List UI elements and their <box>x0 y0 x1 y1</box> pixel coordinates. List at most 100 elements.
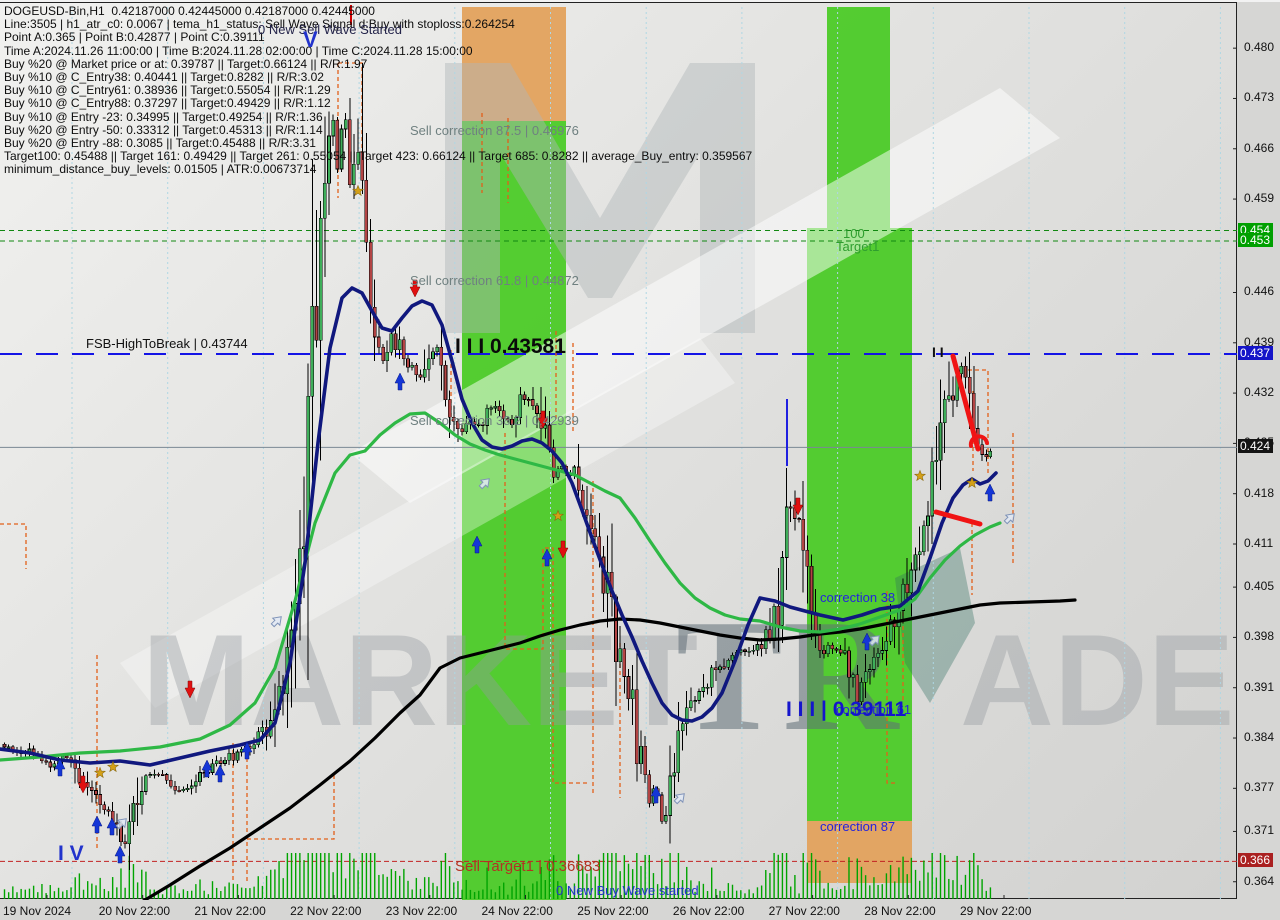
candle-body <box>926 515 930 527</box>
candle-body <box>726 660 731 668</box>
candle-body <box>589 515 593 530</box>
candle-body <box>788 506 793 509</box>
watermark-swoosh <box>120 338 735 708</box>
candle-body <box>210 763 215 773</box>
candle-body <box>689 700 693 709</box>
buy-arrow-icon <box>91 815 103 834</box>
candle-body <box>967 376 972 394</box>
candle-body <box>464 423 469 433</box>
candle-body <box>173 786 177 791</box>
chart-label: I I <box>932 344 944 360</box>
candle-body <box>680 723 685 731</box>
candle-body <box>98 794 102 806</box>
price-badge: 0.437 <box>1238 346 1274 360</box>
sell-arrow-icon <box>537 410 549 429</box>
price-badge: 0.366 <box>1238 853 1274 868</box>
candle-body <box>697 691 702 701</box>
buy-arrow-icon <box>214 764 226 783</box>
candle-body <box>522 394 527 400</box>
candle-body <box>347 119 352 186</box>
watermark-text: MARKET <box>142 607 698 753</box>
candle-body <box>194 781 198 787</box>
candle-body <box>481 423 485 426</box>
candle-body <box>385 352 390 361</box>
candle-body <box>406 358 410 368</box>
buy-arrow-icon <box>984 483 996 502</box>
buy-arrow-icon <box>861 632 873 651</box>
candle-body <box>847 650 851 678</box>
candle-body <box>52 763 57 768</box>
candle-body <box>443 364 448 401</box>
star-icon <box>106 760 120 773</box>
candle-body <box>160 773 165 776</box>
chart-label: correction 87 <box>820 819 896 834</box>
candle-body <box>851 674 855 678</box>
candle-body <box>659 794 664 822</box>
candle-body <box>447 399 452 418</box>
chart-label: Sell correction 61.8 | 0.44872 <box>410 273 579 288</box>
time-tick-label: 27 Nov 22:00 <box>768 904 840 918</box>
ne-arrow-icon <box>270 616 282 628</box>
ne-arrow-icon <box>673 793 685 805</box>
candle-body <box>435 347 439 353</box>
signal-zone <box>462 7 566 121</box>
red-trend-hook <box>968 434 989 448</box>
candle-body <box>410 364 414 368</box>
candle-body <box>867 669 872 673</box>
candle-body <box>451 417 456 422</box>
candle-body <box>855 674 860 702</box>
markers <box>54 5 1015 864</box>
price-chart-plot[interactable]: MARKET ADE TR DOGEUSD-Bin,H1 0.42187000 0.… <box>0 2 1237 900</box>
candle-body <box>784 506 789 558</box>
candle-body <box>747 650 751 653</box>
buy-arrow-icon <box>241 741 253 760</box>
candle-body <box>830 644 835 650</box>
time-tick-label: 24 Nov 22:00 <box>481 904 553 918</box>
candle-body <box>947 395 951 400</box>
chart-label: I I I 0.43581 <box>455 335 566 358</box>
candle-body <box>127 821 132 845</box>
price-tick-label: 0.446 <box>1244 284 1275 299</box>
candle-body <box>506 418 510 421</box>
candle-body <box>922 525 926 552</box>
info-line: Target100: 0.45488 || Target 161: 0.4942… <box>4 149 753 164</box>
candle-body <box>805 550 810 567</box>
price-tick-label: 0.466 <box>1244 140 1275 155</box>
candle-body <box>185 788 190 790</box>
candle-body <box>755 644 760 651</box>
sell-arrow-icon <box>77 775 89 794</box>
candle-body <box>144 775 148 792</box>
info-line: Buy %10 @ C_Entry88: 0.37297 || Target:0… <box>4 96 331 111</box>
candle-body <box>331 120 335 137</box>
candle-body <box>585 509 589 516</box>
candle-body <box>859 682 864 702</box>
candle-body <box>214 760 219 765</box>
candle-body <box>318 217 323 341</box>
time-tick-label: 22 Nov 22:00 <box>290 904 362 918</box>
volume-histogram <box>3 853 992 899</box>
candle-body <box>938 422 943 461</box>
buy-arrow-icon <box>54 758 66 777</box>
candle-body <box>219 760 223 764</box>
buy-arrow-icon <box>201 759 213 778</box>
chart-label: Target1 <box>836 239 880 254</box>
candle-body <box>834 648 839 651</box>
price-badge: 0.453 <box>1238 233 1274 248</box>
buy-arrow-icon <box>106 817 118 836</box>
candle-body <box>676 730 681 774</box>
chart-label: 0 New Buy Wave started <box>556 883 699 898</box>
candle-body <box>94 790 98 795</box>
time-axis[interactable]: 19 Nov 2024 20 Nov 22:00 21 Nov 22:00 22 No… <box>0 900 1280 920</box>
time-tick-label: 20 Nov 22:00 <box>98 904 171 918</box>
candle-body <box>131 802 136 822</box>
candle-body <box>431 351 435 359</box>
candle-body <box>622 648 627 677</box>
price-tick-label: 0.439 <box>1244 334 1275 349</box>
chart-label: FSB-HighToBreak | 0.43744 <box>86 336 248 351</box>
candle-body <box>743 649 747 652</box>
candle-body <box>181 789 186 792</box>
candle-body <box>439 347 444 366</box>
price-axis[interactable]: 0.4800.4730.4660.4590.4460.4390.4320.425… <box>1238 2 1280 899</box>
signal-zone <box>807 228 912 821</box>
price-tick-label: 0.418 <box>1244 485 1275 500</box>
